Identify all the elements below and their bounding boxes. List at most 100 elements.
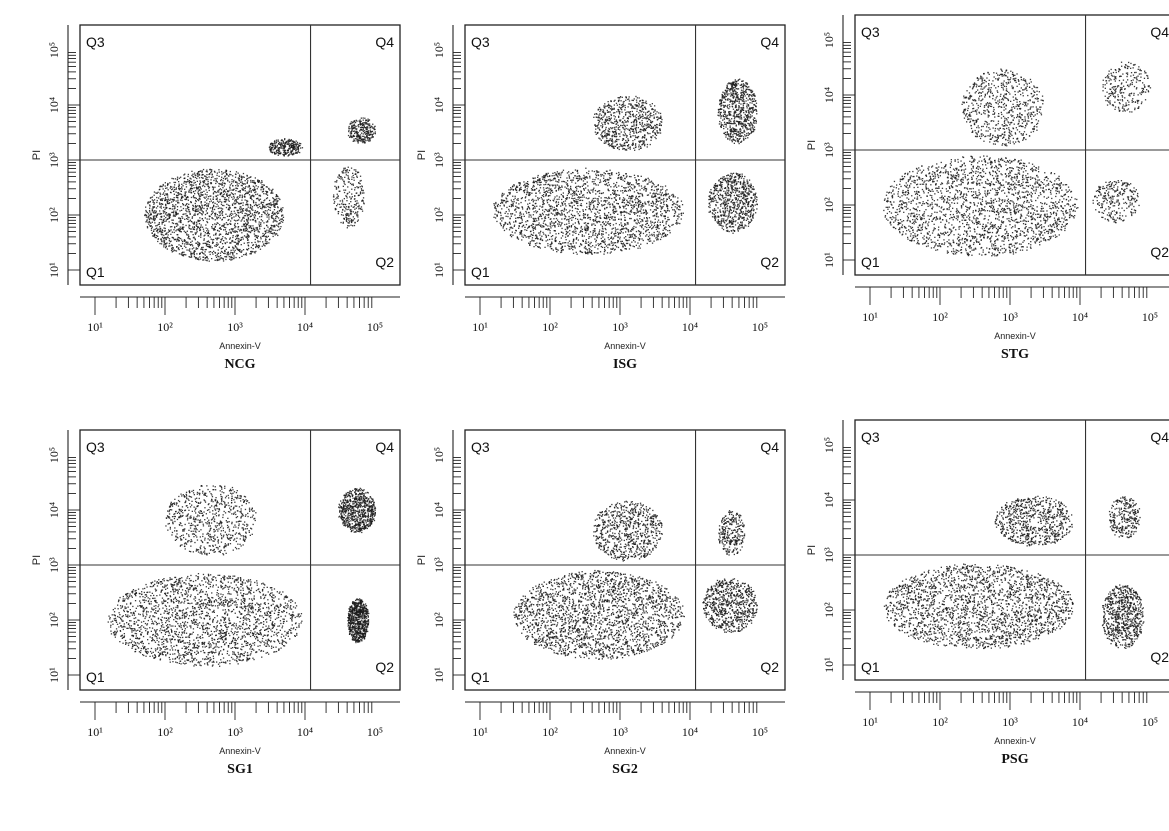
- event-dot-q1: [233, 179, 235, 182]
- event-dot-q1: [503, 200, 505, 202]
- event-dot-q1: [263, 227, 266, 230]
- event-dot-q1: [628, 183, 630, 186]
- event-dot-q1: [245, 226, 247, 228]
- event-dot-q1: [245, 218, 248, 221]
- event-dot-q1: [233, 241, 235, 243]
- event-dot-q2: [346, 197, 348, 199]
- event-dot-q1: [272, 188, 274, 190]
- event-dot-q1: [222, 225, 224, 227]
- event-dot-q1: [517, 237, 519, 239]
- event-dot-q1: [665, 193, 667, 196]
- event-dot-q1: [536, 210, 539, 213]
- event-dot-q1: [277, 210, 279, 213]
- event-dot-q1: [269, 228, 271, 230]
- event-dot-q1: [207, 185, 209, 188]
- event-dot-q1: [594, 252, 596, 254]
- event-dot-q1: [280, 218, 282, 220]
- event-dot-q1: [157, 232, 159, 234]
- event-dot-q1: [263, 211, 265, 213]
- event-dot-q1: [578, 175, 580, 177]
- event-dot-q2: [356, 175, 358, 177]
- event-dot-q1: [563, 181, 566, 183]
- event-dot-q4: [361, 129, 363, 131]
- event-dot-q1: [674, 210, 676, 212]
- event-dot-q1: [248, 235, 250, 237]
- event-dot-q4: [362, 128, 364, 130]
- event-dot-q1: [596, 203, 599, 205]
- event-dot-q1: [194, 232, 196, 234]
- event-dot-q4: [358, 140, 360, 142]
- event-dot-q1: [620, 222, 622, 224]
- event-dot-q1: [545, 194, 547, 196]
- event-dot-q2: [349, 209, 351, 212]
- event-dot-q4: [353, 120, 355, 122]
- event-dot-q1: [624, 223, 626, 225]
- event-dot-q1: [161, 229, 163, 231]
- event-dot-q1: [153, 203, 155, 205]
- event-dot-q1: [652, 196, 654, 198]
- event-dot-q1: [570, 202, 572, 204]
- event-dot-q1: [169, 214, 171, 217]
- event-dot-q1: [634, 234, 636, 236]
- event-dot-q1: [268, 242, 270, 244]
- event-dot-q1: [182, 255, 185, 257]
- event-dot-q1: [606, 215, 608, 217]
- event-dot-q1: [653, 192, 655, 194]
- event-dot-q1: [655, 215, 658, 218]
- event-dot-q1: [196, 231, 198, 233]
- event-dot-q1: [196, 228, 198, 230]
- event-dot-q1: [171, 198, 173, 200]
- event-dot-q1: [274, 226, 276, 228]
- event-dot-q1: [176, 229, 178, 231]
- event-dot-q1: [569, 245, 571, 248]
- event-dot-q2: [343, 218, 345, 220]
- event-dot-q1: [236, 198, 238, 200]
- event-dot-q1: [190, 251, 192, 253]
- event-dot-q1: [650, 240, 652, 242]
- event-dot-q1: [625, 239, 627, 242]
- event-dot-q1: [261, 208, 263, 210]
- event-dot-q2: [343, 206, 345, 208]
- event-dot-q1: [243, 220, 245, 222]
- event-dot-q1: [251, 213, 253, 215]
- event-dot-q1: [657, 239, 659, 241]
- event-dot-q1: [213, 229, 215, 231]
- event-dot-q1: [594, 183, 596, 185]
- event-dot-q1: [247, 234, 249, 236]
- event-dot-q3: [287, 155, 289, 157]
- event-dot-q1: [673, 215, 676, 217]
- event-dot-q1: [148, 220, 150, 222]
- event-dot-q1: [227, 190, 229, 192]
- event-dot-q1: [237, 177, 239, 179]
- event-dot-q1: [167, 231, 170, 233]
- event-dot-q1: [267, 203, 269, 205]
- event-dot-q1: [195, 197, 197, 199]
- event-dot-q1: [577, 185, 580, 187]
- event-dot-q1: [193, 256, 196, 258]
- event-dot-q1: [634, 235, 636, 237]
- event-dot-q1: [210, 183, 212, 185]
- event-dot-q1: [211, 173, 213, 175]
- event-dot-q1: [603, 242, 606, 244]
- event-dot-q1: [501, 199, 503, 201]
- event-dot-q1: [582, 184, 585, 186]
- event-dot-q1: [580, 205, 583, 207]
- event-dot-q1: [270, 216, 273, 218]
- event-dot-q1: [600, 173, 602, 176]
- event-dot-q1: [218, 215, 220, 217]
- event-dot-q1: [272, 204, 274, 206]
- event-dot-q1: [651, 182, 654, 184]
- event-dot-q3: [288, 138, 290, 141]
- event-dot-q1: [206, 241, 208, 243]
- event-dot-q1: [145, 209, 147, 212]
- event-dot-q2: [358, 204, 360, 207]
- event-dot-q1: [193, 187, 195, 189]
- event-dot-q1: [263, 233, 266, 236]
- event-dot-q1: [558, 223, 560, 225]
- event-dot-q1: [255, 221, 257, 223]
- event-dot-q1: [250, 230, 253, 232]
- event-dot-q1: [595, 221, 598, 223]
- event-dot-q1: [184, 204, 187, 207]
- event-dot-q1: [617, 194, 619, 196]
- event-dot-q1: [580, 199, 582, 201]
